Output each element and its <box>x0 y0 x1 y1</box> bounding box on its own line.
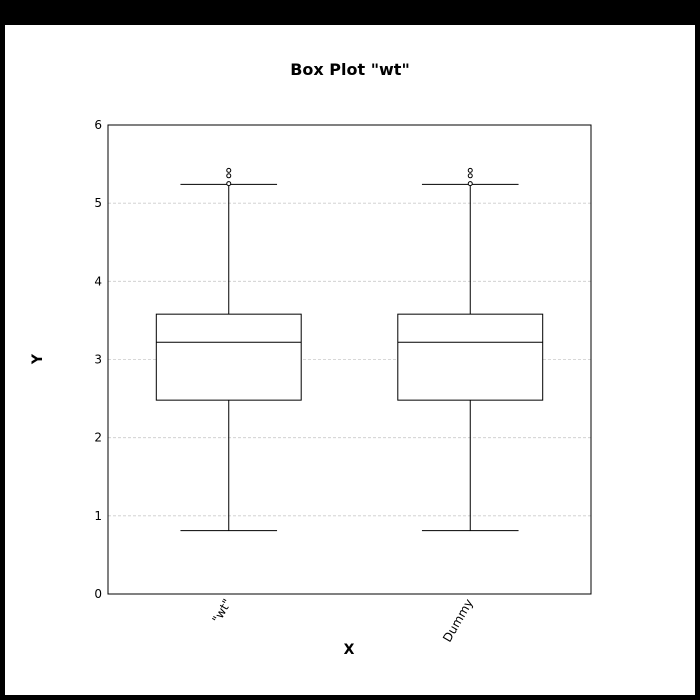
y-tick-label: 1 <box>94 509 102 523</box>
outlier-point <box>468 174 472 178</box>
outlier-point <box>227 174 231 178</box>
outlier-point <box>227 182 231 186</box>
box-iqr <box>398 314 543 400</box>
boxes <box>156 168 542 530</box>
x-axis-label: X <box>344 642 355 658</box>
chart-frame: Box Plot "wt" X Y 0 1 2 3 4 5 6 "wt" Dummy <box>5 25 695 695</box>
y-axis-ticks: 0 1 2 3 4 5 6 <box>94 118 102 601</box>
x-axis-ticks: "wt" Dummy <box>209 594 475 644</box>
y-tick-label: 6 <box>94 118 102 132</box>
box-iqr <box>156 314 301 400</box>
y-tick-label: 4 <box>94 274 102 288</box>
y-tick-label: 3 <box>94 353 102 367</box>
outlier-point <box>468 168 472 172</box>
y-axis-label: Y <box>30 353 46 365</box>
outlier-point <box>227 168 231 172</box>
y-tick-label: 2 <box>94 431 102 445</box>
x-tick-label: "wt" <box>209 597 234 626</box>
box-group <box>156 168 301 530</box>
chart-title: Box Plot "wt" <box>290 60 410 79</box>
box-plot-chart: Box Plot "wt" X Y 0 1 2 3 4 5 6 "wt" Dummy <box>5 25 695 695</box>
outlier-point <box>468 182 472 186</box>
x-tick-label: Dummy <box>440 597 476 645</box>
y-tick-label: 0 <box>94 587 102 601</box>
box-group <box>398 168 543 530</box>
y-tick-label: 5 <box>94 196 102 210</box>
